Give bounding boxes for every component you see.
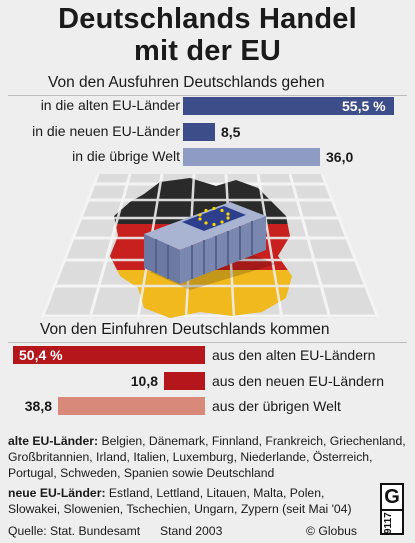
import-heading: Von den Einfuhren Deutschlands kommen (40, 321, 330, 338)
germany-map-with-eu-container-icon (40, 173, 380, 319)
eu-container-icon (144, 202, 266, 284)
note-old-eu-heading: alte EU-Länder: (8, 434, 99, 448)
footer-date: Stand 2003 (160, 524, 223, 538)
title-line-2: mit der EU (133, 35, 282, 67)
import-value-old-eu: 50,4 % (19, 347, 63, 363)
import-label-new-eu: aus den neuen EU-Ländern (212, 373, 385, 389)
export-bar-new-eu (183, 123, 215, 141)
globus-logo-number: 9117 (383, 512, 394, 534)
import-divider (8, 342, 407, 343)
title-line-1: Deutschlands Handel (58, 3, 357, 35)
export-label-old-eu: in die alten EU-Länder (40, 97, 180, 113)
note-new-eu-text: Estland, Lettland, Litauen, Malta, Polen… (8, 486, 352, 516)
export-divider (8, 95, 407, 96)
note-old-eu-text: Belgien, Dänemark, Finnland, Frankreich,… (8, 434, 406, 480)
import-bar-rest-world (58, 397, 205, 415)
export-value-rest-world: 36,0 (326, 149, 354, 165)
export-heading: Von den Ausfuhren Deutschlands gehen (48, 74, 325, 91)
globus-logo-letter: G (382, 485, 402, 511)
import-bar-new-eu (164, 372, 205, 390)
import-bar-old-eu (13, 346, 205, 364)
export-label-new-eu: in die neuen EU-Länder (32, 123, 180, 139)
import-value-rest-world: 38,8 (24, 398, 52, 414)
note-new-eu-heading: neue EU-Länder: (8, 486, 106, 500)
globus-logo: G 9117 (380, 483, 404, 535)
note-old-eu: alte EU-Länder: Belgien, Dänemark, Finnl… (8, 433, 408, 481)
export-value-old-eu: 55,5 % (342, 98, 386, 114)
import-label-old-eu: aus den alten EU-Ländern (212, 347, 376, 363)
export-value-new-eu: 8,5 (221, 124, 241, 140)
import-label-rest-world: aus der übrigen Welt (212, 398, 341, 414)
export-label-rest-world: in die übrige Welt (72, 148, 180, 164)
export-bar-rest-world (183, 148, 320, 166)
export-bar-old-eu (183, 97, 394, 115)
import-value-new-eu: 10,8 (130, 373, 158, 389)
note-new-eu: neue EU-Länder: Estland, Lettland, Litau… (8, 485, 373, 517)
footer-source: Quelle: Stat. Bundesamt (8, 524, 141, 538)
footer-copyright: © Globus (306, 524, 357, 538)
